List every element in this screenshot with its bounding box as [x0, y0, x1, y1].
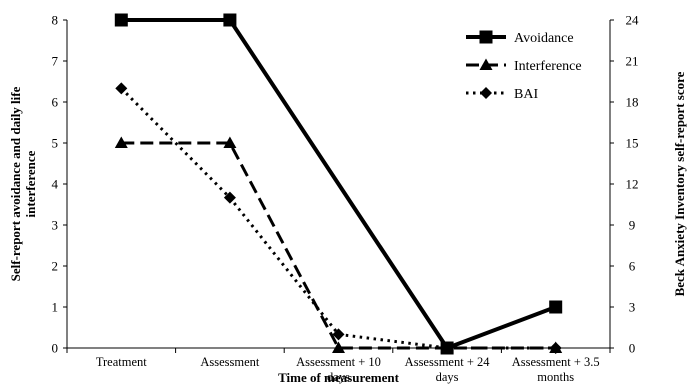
series-point-bai	[223, 191, 236, 204]
series-point-avoidance	[223, 13, 237, 27]
right-tick-label: 9	[629, 218, 636, 233]
series-point-avoidance	[440, 341, 454, 355]
right-tick-label: 0	[629, 341, 636, 356]
series-point-bai	[115, 82, 128, 95]
right-tick-label: 15	[626, 136, 639, 151]
x-category-label-line: Assessment + 10	[296, 355, 381, 369]
x-category-label-line: days	[436, 370, 459, 384]
right-tick-label: 24	[626, 13, 640, 28]
x-category-label-line: Assessment + 24	[405, 355, 491, 369]
left-tick-label: 1	[52, 300, 59, 315]
left-tick-label: 6	[52, 95, 59, 110]
legend-marker-avoidance	[479, 30, 493, 44]
right-axis-title: Beck Anxiety Inventory self-report score	[672, 71, 687, 296]
series-point-interference	[332, 341, 345, 353]
left-tick-label: 5	[52, 136, 59, 151]
x-category-label: Assessment + 3.5 months	[512, 355, 600, 384]
right-tick-label: 12	[626, 177, 639, 192]
x-axis-title: Time of measurement	[278, 370, 399, 385]
right-tick-label: 21	[626, 54, 639, 69]
x-category-label: Assessment + 10 days	[296, 355, 381, 384]
series-point-interference	[549, 341, 563, 353]
x-category-label-line: days	[327, 370, 350, 384]
left-axis-title-line: Self-report avoidance and daily life	[8, 86, 23, 281]
left-tick-label: 4	[52, 177, 59, 192]
left-tick-label: 2	[52, 259, 59, 274]
series-point-interference	[114, 136, 128, 148]
x-category-label: Assessment	[200, 355, 260, 369]
legend-label-bai: BAI	[514, 87, 538, 102]
left-tick-label: 8	[52, 13, 59, 28]
series-line-interference	[121, 141, 556, 350]
legend-marker-bai	[480, 87, 492, 99]
right-tick-label: 6	[629, 259, 636, 274]
x-category-label: Assessment + 24 days	[405, 355, 491, 384]
x-category-label-line: Treatment	[96, 355, 147, 369]
series-line-avoidance	[121, 18, 557, 350]
left-tick-label: 0	[52, 341, 59, 356]
series-point-avoidance	[114, 13, 128, 27]
left-axis-title-line: interference	[23, 150, 38, 217]
series-point-bai	[332, 328, 345, 341]
x-category-label-line: months	[537, 370, 574, 384]
left-axis-title: Self-report avoidance and daily lifeinte…	[8, 86, 38, 281]
right-tick-label: 3	[629, 300, 636, 315]
legend-label-interference: Interference	[514, 59, 582, 74]
left-tick-label: 3	[52, 218, 59, 233]
series-point-avoidance	[549, 300, 563, 314]
left-tick-label: 7	[52, 54, 59, 69]
right-tick-label: 18	[626, 95, 639, 110]
series-line-bai	[120, 87, 556, 350]
x-category-label: Treatment	[96, 355, 147, 369]
legend-label-avoidance: Avoidance	[514, 31, 574, 46]
legend-marker-interference	[479, 58, 493, 70]
x-category-label-line: Assessment + 3.5	[512, 355, 600, 369]
series-point-interference	[223, 136, 237, 148]
x-category-label-line: Assessment	[200, 355, 260, 369]
